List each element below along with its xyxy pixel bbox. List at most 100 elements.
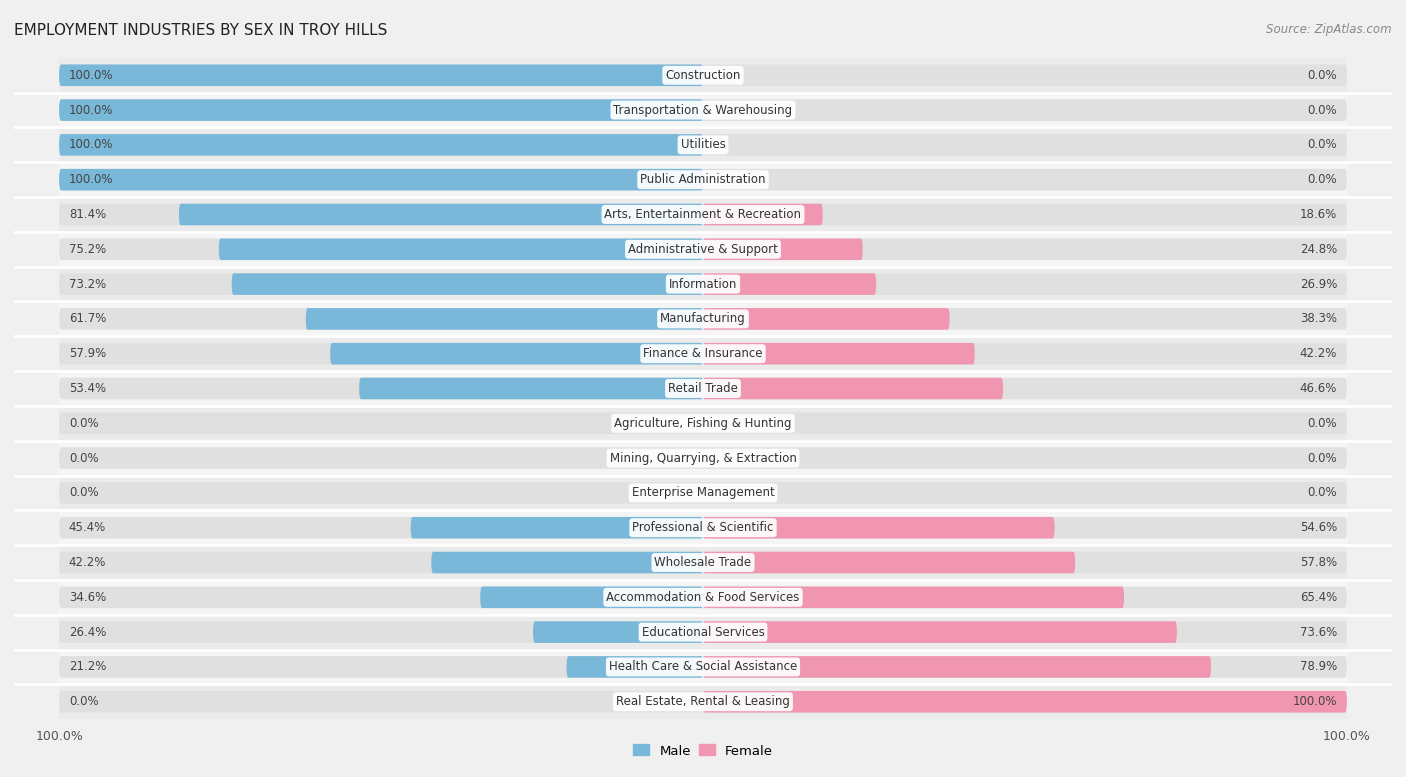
Text: Source: ZipAtlas.com: Source: ZipAtlas.com bbox=[1267, 23, 1392, 37]
FancyBboxPatch shape bbox=[59, 343, 1347, 364]
Text: Manufacturing: Manufacturing bbox=[661, 312, 745, 326]
Text: 0.0%: 0.0% bbox=[69, 486, 98, 500]
FancyBboxPatch shape bbox=[59, 239, 1347, 260]
FancyBboxPatch shape bbox=[59, 64, 703, 86]
FancyBboxPatch shape bbox=[59, 413, 1347, 434]
FancyBboxPatch shape bbox=[59, 204, 1347, 225]
FancyBboxPatch shape bbox=[703, 343, 974, 364]
FancyBboxPatch shape bbox=[703, 274, 876, 295]
Bar bbox=[59, 197, 1347, 232]
FancyBboxPatch shape bbox=[59, 587, 1347, 608]
FancyBboxPatch shape bbox=[59, 656, 1347, 678]
Bar bbox=[59, 545, 1347, 580]
Text: Accommodation & Food Services: Accommodation & Food Services bbox=[606, 591, 800, 604]
FancyBboxPatch shape bbox=[703, 239, 863, 260]
Text: Transportation & Warehousing: Transportation & Warehousing bbox=[613, 103, 793, 117]
Bar bbox=[59, 162, 1347, 197]
Text: 42.2%: 42.2% bbox=[1299, 347, 1337, 361]
Text: 24.8%: 24.8% bbox=[1301, 242, 1337, 256]
Text: 34.6%: 34.6% bbox=[69, 591, 105, 604]
Bar bbox=[59, 406, 1347, 441]
FancyBboxPatch shape bbox=[59, 134, 703, 155]
Bar bbox=[59, 232, 1347, 267]
Text: Retail Trade: Retail Trade bbox=[668, 382, 738, 395]
Text: 0.0%: 0.0% bbox=[69, 416, 98, 430]
FancyBboxPatch shape bbox=[703, 378, 1002, 399]
Bar bbox=[59, 267, 1347, 301]
Text: 81.4%: 81.4% bbox=[69, 208, 105, 221]
Text: Mining, Quarrying, & Extraction: Mining, Quarrying, & Extraction bbox=[610, 451, 796, 465]
FancyBboxPatch shape bbox=[179, 204, 703, 225]
FancyBboxPatch shape bbox=[411, 517, 703, 538]
Bar bbox=[59, 127, 1347, 162]
Text: 0.0%: 0.0% bbox=[1308, 173, 1337, 186]
FancyBboxPatch shape bbox=[703, 656, 1211, 678]
FancyBboxPatch shape bbox=[359, 378, 703, 399]
FancyBboxPatch shape bbox=[703, 517, 1054, 538]
Text: Arts, Entertainment & Recreation: Arts, Entertainment & Recreation bbox=[605, 208, 801, 221]
FancyBboxPatch shape bbox=[59, 134, 1347, 155]
Text: 61.7%: 61.7% bbox=[69, 312, 107, 326]
Bar bbox=[59, 615, 1347, 650]
Text: 45.4%: 45.4% bbox=[69, 521, 105, 535]
Text: 73.6%: 73.6% bbox=[1301, 625, 1337, 639]
Text: Educational Services: Educational Services bbox=[641, 625, 765, 639]
Bar bbox=[59, 510, 1347, 545]
Text: Professional & Scientific: Professional & Scientific bbox=[633, 521, 773, 535]
Text: 100.0%: 100.0% bbox=[1292, 695, 1337, 708]
Text: Information: Information bbox=[669, 277, 737, 291]
Text: 0.0%: 0.0% bbox=[1308, 103, 1337, 117]
Bar bbox=[59, 441, 1347, 476]
Bar bbox=[59, 57, 1347, 92]
Text: 0.0%: 0.0% bbox=[1308, 451, 1337, 465]
FancyBboxPatch shape bbox=[59, 691, 1347, 713]
FancyBboxPatch shape bbox=[703, 622, 1177, 643]
FancyBboxPatch shape bbox=[703, 204, 823, 225]
FancyBboxPatch shape bbox=[232, 274, 703, 295]
FancyBboxPatch shape bbox=[59, 622, 1347, 643]
Text: Wholesale Trade: Wholesale Trade bbox=[654, 556, 752, 569]
Text: 0.0%: 0.0% bbox=[1308, 416, 1337, 430]
Text: 57.9%: 57.9% bbox=[69, 347, 105, 361]
Text: 53.4%: 53.4% bbox=[69, 382, 105, 395]
Text: 38.3%: 38.3% bbox=[1301, 312, 1337, 326]
FancyBboxPatch shape bbox=[330, 343, 703, 364]
Text: 100.0%: 100.0% bbox=[69, 138, 114, 152]
Bar bbox=[59, 371, 1347, 406]
FancyBboxPatch shape bbox=[219, 239, 703, 260]
Text: Real Estate, Rental & Leasing: Real Estate, Rental & Leasing bbox=[616, 695, 790, 708]
Text: Health Care & Social Assistance: Health Care & Social Assistance bbox=[609, 660, 797, 674]
FancyBboxPatch shape bbox=[703, 587, 1123, 608]
FancyBboxPatch shape bbox=[533, 622, 703, 643]
Bar bbox=[59, 336, 1347, 371]
FancyBboxPatch shape bbox=[59, 552, 1347, 573]
Bar bbox=[59, 92, 1347, 127]
FancyBboxPatch shape bbox=[59, 308, 1347, 329]
Text: Finance & Insurance: Finance & Insurance bbox=[644, 347, 762, 361]
Text: 42.2%: 42.2% bbox=[69, 556, 107, 569]
FancyBboxPatch shape bbox=[59, 482, 1347, 503]
FancyBboxPatch shape bbox=[59, 378, 1347, 399]
Text: 78.9%: 78.9% bbox=[1301, 660, 1337, 674]
Bar bbox=[59, 301, 1347, 336]
Bar bbox=[59, 476, 1347, 510]
Text: Utilities: Utilities bbox=[681, 138, 725, 152]
FancyBboxPatch shape bbox=[432, 552, 703, 573]
Text: Enterprise Management: Enterprise Management bbox=[631, 486, 775, 500]
FancyBboxPatch shape bbox=[59, 169, 1347, 190]
FancyBboxPatch shape bbox=[59, 99, 1347, 121]
Text: 75.2%: 75.2% bbox=[69, 242, 105, 256]
Text: 100.0%: 100.0% bbox=[69, 69, 114, 82]
Text: 65.4%: 65.4% bbox=[1301, 591, 1337, 604]
FancyBboxPatch shape bbox=[703, 691, 1347, 713]
Text: 26.9%: 26.9% bbox=[1299, 277, 1337, 291]
Text: 0.0%: 0.0% bbox=[69, 695, 98, 708]
Text: 21.2%: 21.2% bbox=[69, 660, 107, 674]
Legend: Male, Female: Male, Female bbox=[627, 739, 779, 763]
FancyBboxPatch shape bbox=[59, 274, 1347, 295]
FancyBboxPatch shape bbox=[59, 517, 1347, 538]
Text: 54.6%: 54.6% bbox=[1301, 521, 1337, 535]
Text: Agriculture, Fishing & Hunting: Agriculture, Fishing & Hunting bbox=[614, 416, 792, 430]
Text: 100.0%: 100.0% bbox=[69, 103, 114, 117]
FancyBboxPatch shape bbox=[305, 308, 703, 329]
